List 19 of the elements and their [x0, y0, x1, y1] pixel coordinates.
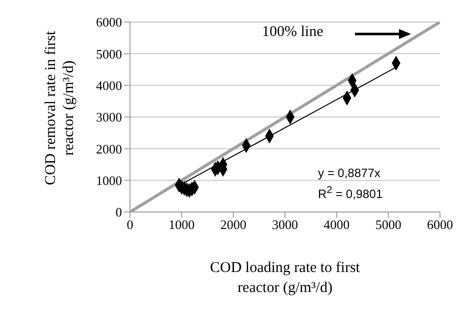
y-tick-label: 0	[116, 204, 122, 220]
annotation: 100% line	[262, 24, 324, 40]
x-axis-title: COD loading rate to first reactor (g/m³/d)	[210, 260, 360, 296]
y-tick-label: 2000	[96, 141, 122, 156]
annotation: y = 0,8877x	[318, 166, 380, 180]
x-tick-label: 6000	[427, 217, 453, 232]
y-tick-label: 6000	[96, 14, 122, 30]
annotation: R$^{2}$ = 0,9801	[318, 185, 383, 201]
y-axis-title: COD removal rate in first reactor (g/m³/d)	[43, 30, 77, 186]
x-tick-label: 4000	[324, 217, 350, 232]
y-tick-label: 4000	[96, 78, 122, 93]
y-tick-label: 3000	[96, 110, 122, 125]
y-tick-label: 5000	[96, 46, 122, 62]
x-tick-label: 2000	[220, 217, 246, 232]
y-tick-label: 1000	[96, 172, 122, 188]
x-tick-label: 5000	[375, 217, 402, 232]
x-tick-label: 0	[126, 217, 134, 232]
x-tick-label: 3000	[272, 217, 298, 232]
x-tick-label: 1000	[168, 217, 195, 232]
